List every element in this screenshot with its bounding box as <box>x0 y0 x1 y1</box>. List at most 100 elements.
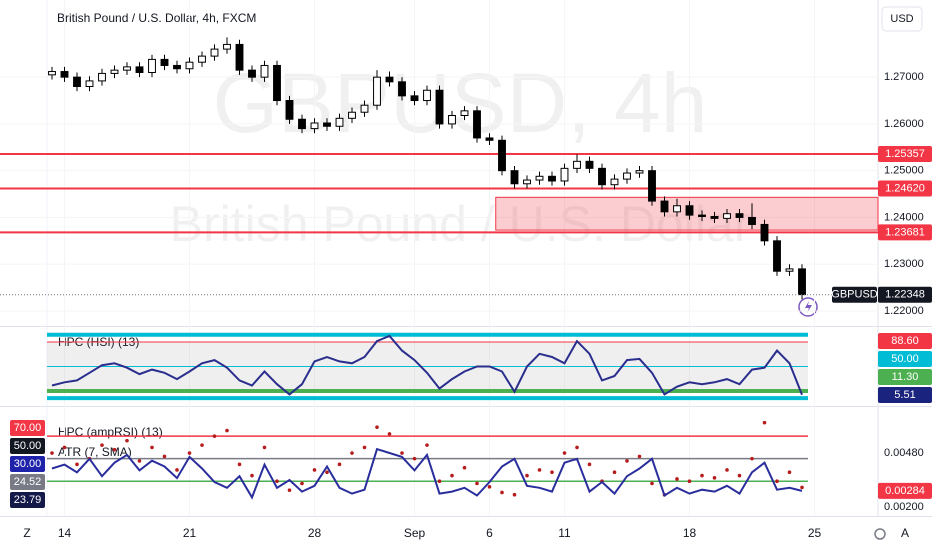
value-label: 24.52 <box>14 476 42 488</box>
candle-body <box>223 43 231 50</box>
candle-body <box>460 110 469 117</box>
dot <box>687 479 692 484</box>
dot <box>300 481 304 486</box>
dot <box>550 470 554 475</box>
candle-body <box>573 160 581 169</box>
x-tick-label: 21 <box>183 526 197 540</box>
toolbar-button[interactable]: Z <box>23 526 30 540</box>
level-label: 1.25357 <box>885 148 925 160</box>
settings-icon[interactable] <box>874 528 886 540</box>
candle-body <box>348 111 356 119</box>
value-label: 23.79 <box>14 494 42 506</box>
dot <box>750 456 754 461</box>
x-tick-label: 28 <box>308 526 322 540</box>
candle-body <box>385 76 394 83</box>
indicator-title: ATR (7, SMA) <box>58 445 132 459</box>
level-label-bg <box>878 224 932 241</box>
level-label-bg <box>878 145 932 162</box>
dot <box>112 447 117 452</box>
dot <box>137 459 142 463</box>
candle-body <box>760 223 769 242</box>
y-tick-label: 1.27000 <box>884 71 924 83</box>
watermark: GBPUSD, 4h <box>213 56 708 150</box>
candle-body <box>748 216 756 225</box>
dot <box>375 425 379 429</box>
x-tick-label: 11 <box>558 526 571 540</box>
dot <box>150 445 154 450</box>
dot <box>400 451 404 455</box>
dot <box>787 470 792 475</box>
dot <box>62 445 67 450</box>
dot <box>637 454 642 459</box>
candle-body <box>273 64 281 102</box>
chart-title: British Pound / U.S. Dollar, 4h, FXCM <box>57 11 256 25</box>
y-tick-label: 1.25000 <box>884 165 924 177</box>
dot <box>437 479 442 484</box>
candle-body <box>335 117 344 127</box>
series-line <box>51 334 803 396</box>
candle-body <box>685 205 694 216</box>
alert-icon[interactable] <box>805 301 812 313</box>
last-value-label: 0.00284 <box>885 485 925 497</box>
dot <box>275 479 279 484</box>
dot <box>412 456 417 461</box>
dot <box>75 462 79 467</box>
candle-body <box>635 170 644 174</box>
candle-body <box>360 104 369 113</box>
value-label-bg <box>10 474 45 490</box>
value-label: 70.00 <box>14 422 42 434</box>
dot <box>512 492 517 497</box>
candle-body <box>623 172 631 180</box>
value-label-bg <box>878 351 932 367</box>
dot <box>737 473 742 478</box>
candle-body <box>198 55 206 63</box>
dot <box>225 428 229 433</box>
indicator-title: HPC (ampRSI) (13) <box>58 425 163 439</box>
candle-body <box>410 95 419 102</box>
candle-body <box>298 118 306 130</box>
candle-body <box>498 139 506 172</box>
dot <box>537 468 542 472</box>
candle-body <box>310 122 319 130</box>
y2-tick-label: 0.00200 <box>884 501 924 513</box>
dot <box>675 477 679 481</box>
currency[interactable]: USD <box>890 13 913 25</box>
dot <box>100 443 104 447</box>
dot <box>612 470 617 475</box>
watermark: British Pound / U.S. Dollar <box>170 196 751 252</box>
last-price-name: GBPUSD <box>831 289 878 301</box>
x-tick-label: 18 <box>683 526 697 540</box>
value-label-bg <box>10 492 45 508</box>
candle-body <box>135 66 144 73</box>
candle-body <box>485 137 494 141</box>
dot <box>337 462 342 467</box>
level-label: 1.24620 <box>885 182 925 194</box>
candle-body <box>398 81 406 97</box>
candle-body <box>585 160 594 169</box>
candle-body <box>248 69 256 78</box>
dot <box>200 443 204 447</box>
last-price-label: 1.22348 <box>885 289 925 301</box>
dot <box>725 468 729 472</box>
dot <box>775 479 779 484</box>
candle-body <box>85 80 94 88</box>
toolbar-button[interactable]: A <box>901 526 909 540</box>
currency-button[interactable] <box>881 6 923 32</box>
y-tick-label: 1.24000 <box>884 211 924 223</box>
candle-body <box>285 100 294 120</box>
dot <box>325 470 329 475</box>
x-tick-label: 25 <box>808 526 822 540</box>
dot <box>450 473 454 478</box>
y2-tick-label: 0.00480 <box>884 447 924 459</box>
last-value-label-bg <box>878 482 932 499</box>
value-label-bg <box>878 387 932 403</box>
dot <box>800 485 804 490</box>
candle-body <box>660 200 669 213</box>
dot <box>575 445 579 450</box>
candle-body <box>548 175 556 182</box>
dot <box>250 473 254 478</box>
value-label: 5.51 <box>894 389 915 401</box>
candle-body <box>473 110 481 139</box>
y-tick-label: 1.26000 <box>884 118 924 130</box>
dot <box>362 445 367 450</box>
